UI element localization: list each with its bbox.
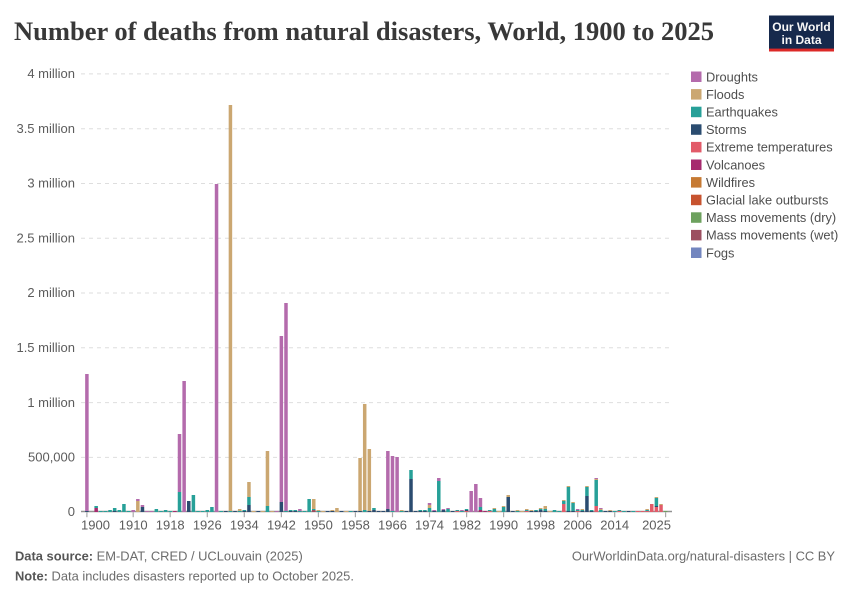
svg-text:1974: 1974: [415, 518, 444, 533]
svg-text:2006: 2006: [563, 518, 592, 533]
svg-text:1998: 1998: [526, 518, 555, 533]
svg-text:1926: 1926: [193, 518, 222, 533]
svg-text:500,000: 500,000: [28, 450, 75, 465]
svg-text:3 million: 3 million: [27, 176, 75, 191]
svg-text:4 million: 4 million: [27, 66, 75, 81]
svg-text:Number of deaths from natural: Number of deaths from natural disasters,…: [14, 16, 714, 46]
svg-text:3.5 million: 3.5 million: [16, 121, 75, 136]
svg-text:1900: 1900: [81, 518, 110, 533]
svg-text:Volcanoes: Volcanoes: [706, 157, 765, 172]
svg-text:Our World: Our World: [772, 20, 830, 34]
svg-text:2025: 2025: [642, 518, 671, 533]
svg-text:1 million: 1 million: [27, 395, 75, 410]
svg-text:1918: 1918: [156, 518, 185, 533]
svg-text:Floods: Floods: [706, 87, 744, 102]
svg-text:1950: 1950: [304, 518, 333, 533]
svg-text:in Data: in Data: [781, 33, 821, 47]
svg-text:OurWorldinData.org/natural-dis: OurWorldinData.org/natural-disasters | C…: [572, 549, 836, 564]
svg-text:1934: 1934: [230, 518, 259, 533]
svg-text:1990: 1990: [489, 518, 518, 533]
svg-text:Mass movements (wet): Mass movements (wet): [706, 228, 838, 243]
svg-text:1958: 1958: [341, 518, 370, 533]
svg-text:2014: 2014: [600, 518, 629, 533]
svg-text:Glacial lake outbursts: Glacial lake outbursts: [706, 193, 828, 208]
svg-text:1.5 million: 1.5 million: [16, 340, 75, 355]
svg-text:Storms: Storms: [706, 122, 747, 137]
svg-text:Data source: EM-DAT, CRED / UC: Data source: EM-DAT, CRED / UCLouvain (2…: [15, 549, 303, 564]
svg-text:1982: 1982: [452, 518, 481, 533]
svg-text:0: 0: [68, 504, 75, 519]
svg-text:Mass movements (dry): Mass movements (dry): [706, 210, 836, 225]
svg-text:2.5 million: 2.5 million: [16, 230, 75, 245]
svg-text:1966: 1966: [378, 518, 407, 533]
svg-text:Droughts: Droughts: [706, 69, 758, 84]
svg-text:Fogs: Fogs: [706, 245, 734, 260]
svg-text:Note: Data includes disasters: Note: Data includes disasters reported u…: [15, 568, 354, 583]
svg-text:2 million: 2 million: [27, 285, 75, 300]
svg-text:Earthquakes: Earthquakes: [706, 105, 778, 120]
svg-text:1910: 1910: [119, 518, 148, 533]
svg-text:Extreme temperatures: Extreme temperatures: [706, 140, 833, 155]
svg-text:1942: 1942: [267, 518, 296, 533]
svg-text:Wildfires: Wildfires: [706, 175, 755, 190]
